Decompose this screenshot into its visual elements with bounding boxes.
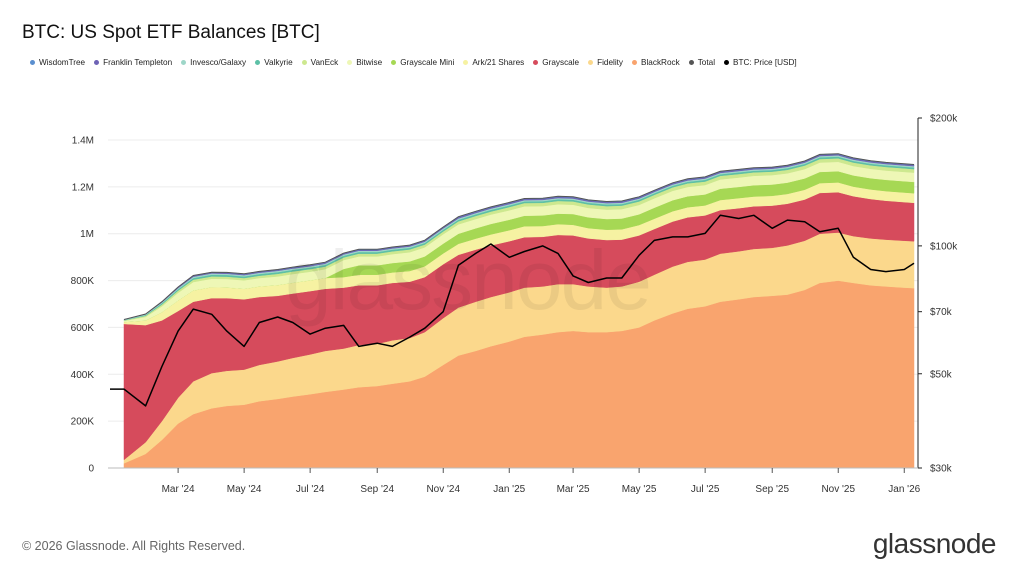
legend-item[interactable]: Grayscale Mini (391, 58, 454, 67)
legend-label: Total (697, 58, 716, 67)
glassnode-watermark: glassnode (285, 233, 652, 327)
x-tick-label: Nov '24 (426, 484, 460, 495)
y-left-tick-label: 1.4M (72, 136, 94, 147)
legend-label: BTC: Price [USD] (733, 58, 797, 67)
legend-label: Franklin Templeton (103, 58, 173, 67)
legend-swatch (463, 60, 469, 65)
legend-item[interactable]: Valkyrie (255, 58, 293, 67)
legend-swatch (632, 60, 638, 65)
total-line (123, 153, 915, 320)
y-left-tick-label: 200K (71, 417, 95, 428)
y-left-tick-label: 1M (80, 229, 94, 240)
x-tick-label: Sep '24 (360, 484, 394, 495)
y-left-tick-label: 600K (71, 323, 95, 334)
legend-label: WisdomTree (39, 58, 86, 67)
legend-item[interactable]: Franklin Templeton (94, 58, 172, 67)
legend-item[interactable]: BlackRock (632, 58, 680, 67)
legend-label: BlackRock (641, 58, 680, 67)
legend-swatch (724, 60, 730, 65)
legend-swatch (588, 60, 594, 65)
y-right-tick-label: $30k (930, 464, 953, 475)
legend-swatch (391, 60, 397, 65)
y-right-tick-label: $100k (930, 241, 958, 252)
legend-label: Grayscale Mini (400, 58, 455, 67)
x-tick-label: Sep '25 (755, 484, 789, 495)
legend-swatch (347, 60, 353, 65)
legend-label: Bitwise (356, 58, 383, 67)
legend-swatch (30, 60, 35, 65)
x-tick-label: Nov '25 (821, 484, 855, 495)
legend-item[interactable]: Ark/21 Shares (463, 58, 524, 67)
x-tick-label: Jan '25 (493, 484, 525, 495)
chart-title: BTC: US Spot ETF Balances [BTC] (22, 22, 320, 43)
legend-item[interactable]: Grayscale (533, 58, 579, 67)
y-left-tick-label: 0 (88, 464, 94, 475)
legend-swatch (301, 60, 307, 65)
y-right-tick-label: $70k (930, 307, 953, 318)
x-tick-label: May '24 (227, 484, 262, 495)
legend-swatch (94, 60, 100, 65)
legend-swatch (255, 60, 261, 65)
legend-item[interactable]: Bitwise (347, 58, 382, 67)
x-tick-label: Mar '25 (557, 484, 590, 495)
copyright-notice: © 2026 Glassnode. All Rights Reserved. (22, 539, 246, 553)
legend-swatch (688, 60, 694, 65)
x-tick-label: Jul '25 (691, 484, 720, 495)
y-left-tick-label: 400K (71, 370, 95, 381)
btc-price-line (110, 214, 915, 407)
x-tick-label: Jul '24 (296, 484, 325, 495)
legend-item[interactable]: VanEck (301, 58, 339, 67)
legend-item[interactable]: Invesco/Galaxy (181, 58, 246, 67)
legend-item[interactable]: BTC: Price [USD] (724, 58, 797, 67)
y-left-tick-label: 800K (71, 276, 95, 287)
legend-label: Valkyrie (264, 58, 293, 67)
x-tick-label: Jan '26 (888, 484, 920, 495)
legend-label: VanEck (310, 58, 339, 67)
legend-item[interactable]: Total (688, 58, 716, 67)
x-tick-label: Mar '24 (162, 484, 195, 495)
legend-swatch (181, 60, 187, 65)
chart-legend: WisdomTree Franklin Templeton Invesco/Gala… (30, 58, 806, 67)
x-tick-label: May '25 (622, 484, 657, 495)
legend-item[interactable]: Fidelity (588, 58, 623, 67)
y-right-tick-label: $200k (930, 114, 958, 125)
y-left-tick-label: 1.2M (72, 182, 94, 193)
legend-label: Grayscale (542, 58, 580, 67)
y-right-tick-label: $50k (930, 369, 953, 380)
legend-item[interactable]: WisdomTree (30, 58, 85, 67)
legend-label: Fidelity (597, 58, 624, 67)
legend-label: Ark/21 Shares (472, 58, 525, 67)
legend-swatch (533, 60, 539, 65)
legend-label: Invesco/Galaxy (190, 58, 247, 67)
glassnode-logo: glassnode (872, 528, 997, 559)
